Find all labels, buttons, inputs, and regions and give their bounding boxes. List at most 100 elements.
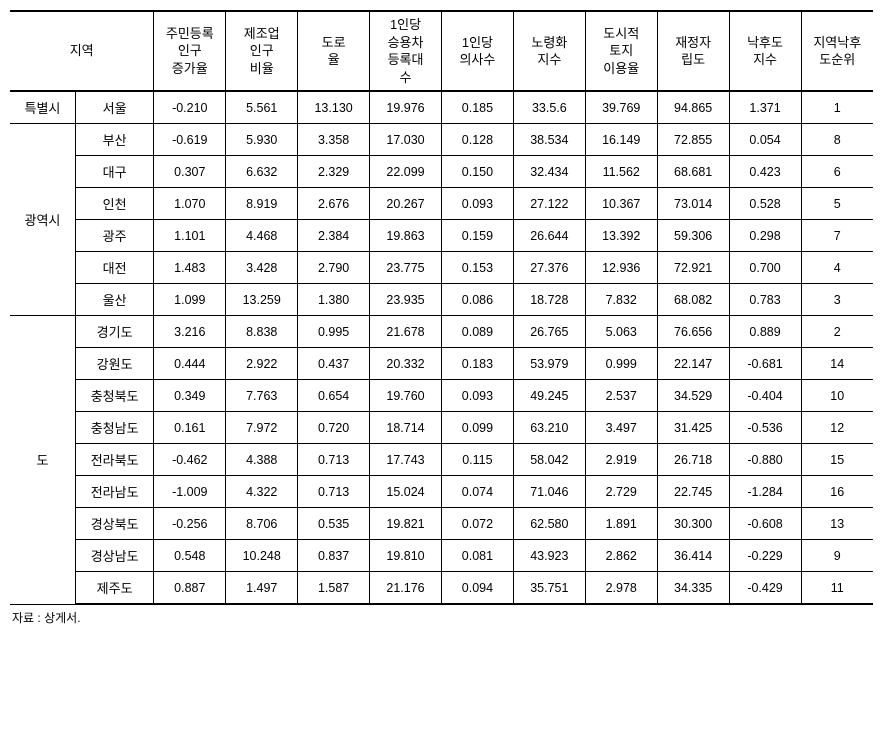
data-cell: 3.358 — [298, 124, 370, 156]
data-cell: 19.863 — [370, 220, 442, 252]
data-cell: 13 — [801, 508, 873, 540]
data-cell: 0.889 — [729, 316, 801, 348]
data-cell: 7.972 — [226, 412, 298, 444]
table-row: 인천1.0708.9192.67620.2670.09327.12210.367… — [10, 188, 873, 220]
data-cell: -0.880 — [729, 444, 801, 476]
table-row: 대구0.3076.6322.32922.0990.15032.43411.562… — [10, 156, 873, 188]
table-row: 충청북도0.3497.7630.65419.7600.09349.2452.53… — [10, 380, 873, 412]
data-cell: 7 — [801, 220, 873, 252]
data-cell: 0.654 — [298, 380, 370, 412]
data-cell: 0.099 — [441, 412, 513, 444]
data-cell: 0.535 — [298, 508, 370, 540]
data-cell: 0.528 — [729, 188, 801, 220]
table-row: 특별시서울-0.2105.56113.13019.9760.18533.5.63… — [10, 91, 873, 124]
data-cell: 3.497 — [585, 412, 657, 444]
data-cell: 5.063 — [585, 316, 657, 348]
data-cell: 2.729 — [585, 476, 657, 508]
region-name: 전라북도 — [75, 444, 153, 476]
data-cell: 0.837 — [298, 540, 370, 572]
table-row: 충청남도0.1617.9720.72018.7140.09963.2103.49… — [10, 412, 873, 444]
region-name: 울산 — [75, 284, 153, 316]
data-cell: 73.014 — [657, 188, 729, 220]
region-name: 강원도 — [75, 348, 153, 380]
data-cell: 39.769 — [585, 91, 657, 124]
data-cell: 7.763 — [226, 380, 298, 412]
group-label: 광역시 — [10, 124, 75, 316]
data-cell: -1.284 — [729, 476, 801, 508]
data-cell: 26.765 — [513, 316, 585, 348]
data-cell: 0.298 — [729, 220, 801, 252]
data-cell: 0.153 — [441, 252, 513, 284]
data-cell: 2.676 — [298, 188, 370, 220]
header-col2: 제조업인구비율 — [226, 11, 298, 91]
header-col4: 1인당승용차등록대수 — [370, 11, 442, 91]
group-label: 특별시 — [10, 91, 75, 124]
data-cell: 18.714 — [370, 412, 442, 444]
region-name: 대구 — [75, 156, 153, 188]
data-cell: 1.101 — [154, 220, 226, 252]
data-cell: 2.922 — [226, 348, 298, 380]
data-cell: 1.099 — [154, 284, 226, 316]
region-name: 대전 — [75, 252, 153, 284]
data-cell: -0.256 — [154, 508, 226, 540]
data-cell: 53.979 — [513, 348, 585, 380]
data-cell: 2.329 — [298, 156, 370, 188]
data-cell: 20.267 — [370, 188, 442, 220]
data-cell: 0.444 — [154, 348, 226, 380]
data-cell: -0.608 — [729, 508, 801, 540]
data-cell: 0.349 — [154, 380, 226, 412]
data-cell: 58.042 — [513, 444, 585, 476]
data-cell: 23.935 — [370, 284, 442, 316]
data-cell: 1.070 — [154, 188, 226, 220]
region-name: 서울 — [75, 91, 153, 124]
data-cell: 19.821 — [370, 508, 442, 540]
data-cell: 2.384 — [298, 220, 370, 252]
data-cell: 13.130 — [298, 91, 370, 124]
header-col8: 재정자립도 — [657, 11, 729, 91]
data-cell: 68.681 — [657, 156, 729, 188]
data-cell: -0.210 — [154, 91, 226, 124]
region-name: 전라남도 — [75, 476, 153, 508]
data-cell: 0.159 — [441, 220, 513, 252]
data-cell: 21.176 — [370, 572, 442, 605]
data-cell: 17.743 — [370, 444, 442, 476]
region-name: 충청북도 — [75, 380, 153, 412]
region-name: 경기도 — [75, 316, 153, 348]
data-cell: 0.783 — [729, 284, 801, 316]
data-cell: -0.229 — [729, 540, 801, 572]
footnote: 자료 : 상게서. — [10, 609, 873, 626]
data-cell: 1.380 — [298, 284, 370, 316]
data-cell: 1 — [801, 91, 873, 124]
data-cell: 12 — [801, 412, 873, 444]
table-row: 광역시부산-0.6195.9303.35817.0300.12838.53416… — [10, 124, 873, 156]
table-body: 특별시서울-0.2105.56113.13019.9760.18533.5.63… — [10, 91, 873, 604]
data-cell: 43.923 — [513, 540, 585, 572]
data-cell: 0.150 — [441, 156, 513, 188]
data-cell: 0.074 — [441, 476, 513, 508]
data-cell: 2.978 — [585, 572, 657, 605]
group-label: 도 — [10, 316, 75, 605]
data-cell: 68.082 — [657, 284, 729, 316]
table-row: 광주1.1014.4682.38419.8630.15926.64413.392… — [10, 220, 873, 252]
region-name: 충청남도 — [75, 412, 153, 444]
data-cell: 3 — [801, 284, 873, 316]
data-cell: 0.700 — [729, 252, 801, 284]
data-table: 지역 주민등록인구증가율 제조업인구비율 도로율 1인당승용차등록대수 1인당의… — [10, 10, 873, 605]
data-cell: 22.099 — [370, 156, 442, 188]
data-cell: 6.632 — [226, 156, 298, 188]
data-cell: 4 — [801, 252, 873, 284]
data-cell: -1.009 — [154, 476, 226, 508]
data-cell: 18.728 — [513, 284, 585, 316]
data-cell: 10.248 — [226, 540, 298, 572]
data-cell: 3.216 — [154, 316, 226, 348]
data-cell: 62.580 — [513, 508, 585, 540]
data-cell: 0.995 — [298, 316, 370, 348]
data-cell: 6 — [801, 156, 873, 188]
data-cell: 20.332 — [370, 348, 442, 380]
data-cell: 0.423 — [729, 156, 801, 188]
data-cell: 2.862 — [585, 540, 657, 572]
data-cell: 36.414 — [657, 540, 729, 572]
data-cell: 17.030 — [370, 124, 442, 156]
data-cell: 0.183 — [441, 348, 513, 380]
data-cell: 76.656 — [657, 316, 729, 348]
